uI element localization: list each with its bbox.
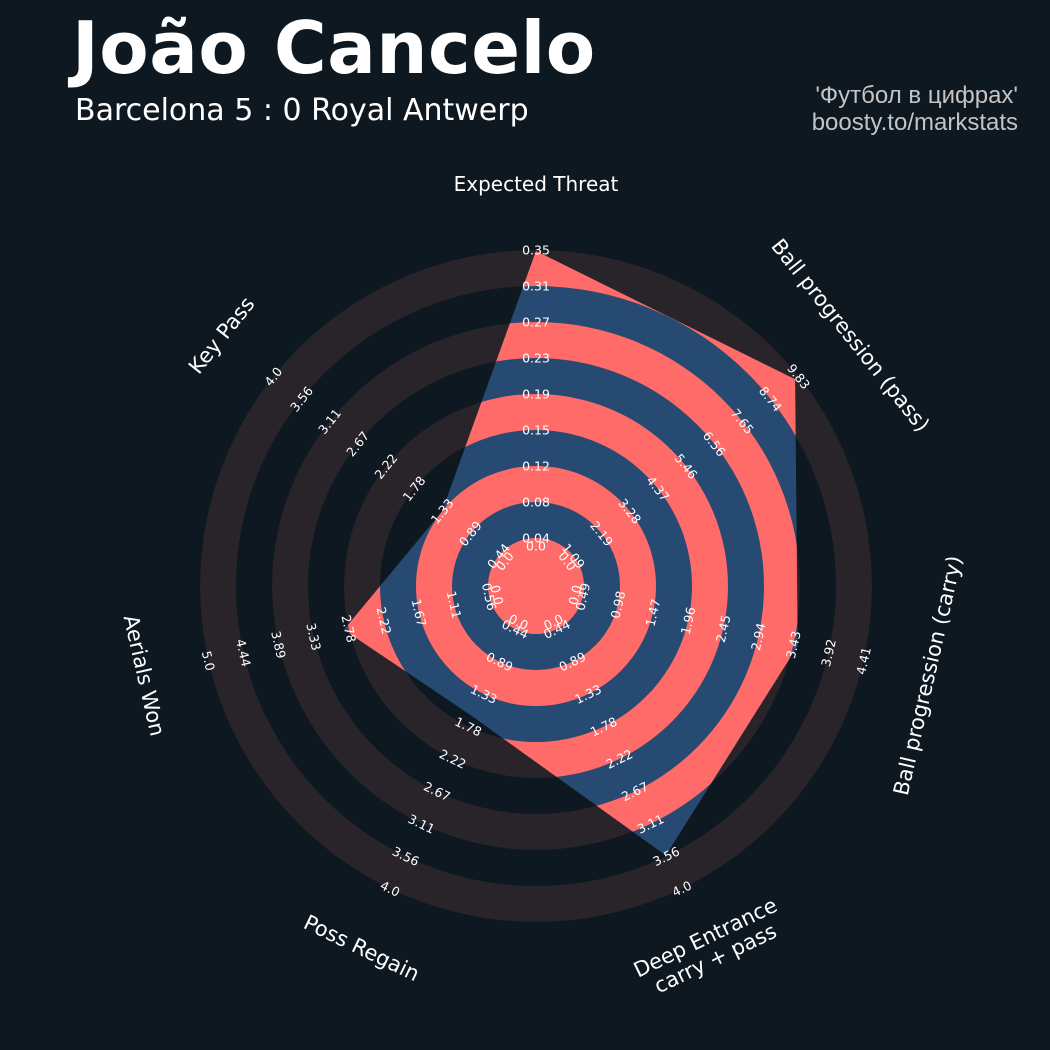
- radar-tick-label: 3.43: [783, 629, 804, 659]
- radar-tick-label: 0.08: [522, 495, 550, 510]
- radar-axis-ticks: 0.00.440.891.331.782.222.673.113.564.0: [378, 611, 531, 900]
- player-name: João Cancelo: [72, 6, 596, 90]
- radar-tick-label: 1.11: [444, 589, 465, 619]
- radar-tick-label: 0.56: [479, 581, 500, 612]
- radar-tick-label: 1.67: [409, 597, 430, 627]
- radar-tick-label: 2.45: [713, 613, 734, 643]
- radar-tick-label: 1.96: [678, 605, 699, 636]
- radar-tick-label: 0.0: [565, 584, 584, 607]
- credit-link: boosty.to/markstats: [811, 109, 1018, 136]
- radar-tick-label: 2.22: [373, 605, 394, 635]
- radar-tick-label: 0.12: [522, 459, 550, 474]
- radar-axis-ticks: 0.00.04 0.08 0.12 0.15 0.19 0.23 0.27 0.31 0.35: [522, 243, 550, 554]
- radar-tick-label: 1.47: [643, 597, 664, 627]
- radar-tick-label: 3.89: [268, 629, 289, 660]
- radar-tick-label: 0.15: [522, 423, 550, 438]
- radar-polygon-stripe: [488, 538, 584, 634]
- radar-tick-label: 0.0: [487, 584, 506, 607]
- radar-axis-ticks: 0.00.49 0.98 1.47 1.96 2.45 2.94 3.43 3.92 4.41: [565, 581, 874, 676]
- radar-tick-label: 0.0: [526, 539, 546, 554]
- radar-tick-label: 2.94: [748, 621, 769, 652]
- radar-parameter-label-line: Aerials Won: [119, 613, 170, 739]
- radar-parameter-label-line: Expected Threat: [454, 172, 619, 196]
- radar-polygon: [343, 251, 798, 856]
- radar-tick-label: 0.98: [607, 589, 628, 620]
- radar-tick-label: 0.27: [522, 315, 550, 330]
- radar-tick-label: 0.19: [522, 387, 550, 402]
- radar-tick-label: 0.35: [522, 243, 550, 258]
- credit-channel: 'Футбол в цифрах': [815, 82, 1018, 109]
- radar-parameter-label: Expected Threat: [454, 172, 619, 196]
- radar-tick-label: 4.44: [233, 638, 254, 669]
- radar-tick-label: 2.78: [338, 613, 359, 644]
- radar-tick-label: 0.04: [522, 531, 550, 546]
- radar-polygon-stripe: [416, 466, 656, 706]
- radar-tick-label: 0.31: [522, 279, 550, 294]
- radar-axis-ticks: 0.00.56 1.11 1.67 2.22 2.78 3.33 3.89 4.44 5.0: [199, 581, 507, 672]
- radar-polygon-stripes: [343, 251, 798, 856]
- radar-tick-label: 4.41: [853, 646, 874, 676]
- radar-tick-label: 5.0: [199, 649, 218, 672]
- radar-tick-labels: 0.00.040.080.120.150.190.230.270.310.350…: [199, 243, 874, 900]
- radar-tick-label: 3.92: [818, 638, 839, 668]
- radar-parameter-label: Aerials Won: [119, 613, 170, 739]
- match-result: Barcelona 5 : 0 Royal Antwerp: [75, 93, 529, 128]
- radar-tick-label: 3.33: [303, 621, 324, 651]
- radar-tick-label: 0.49: [572, 581, 593, 612]
- radar-tick-label: 0.23: [522, 351, 550, 366]
